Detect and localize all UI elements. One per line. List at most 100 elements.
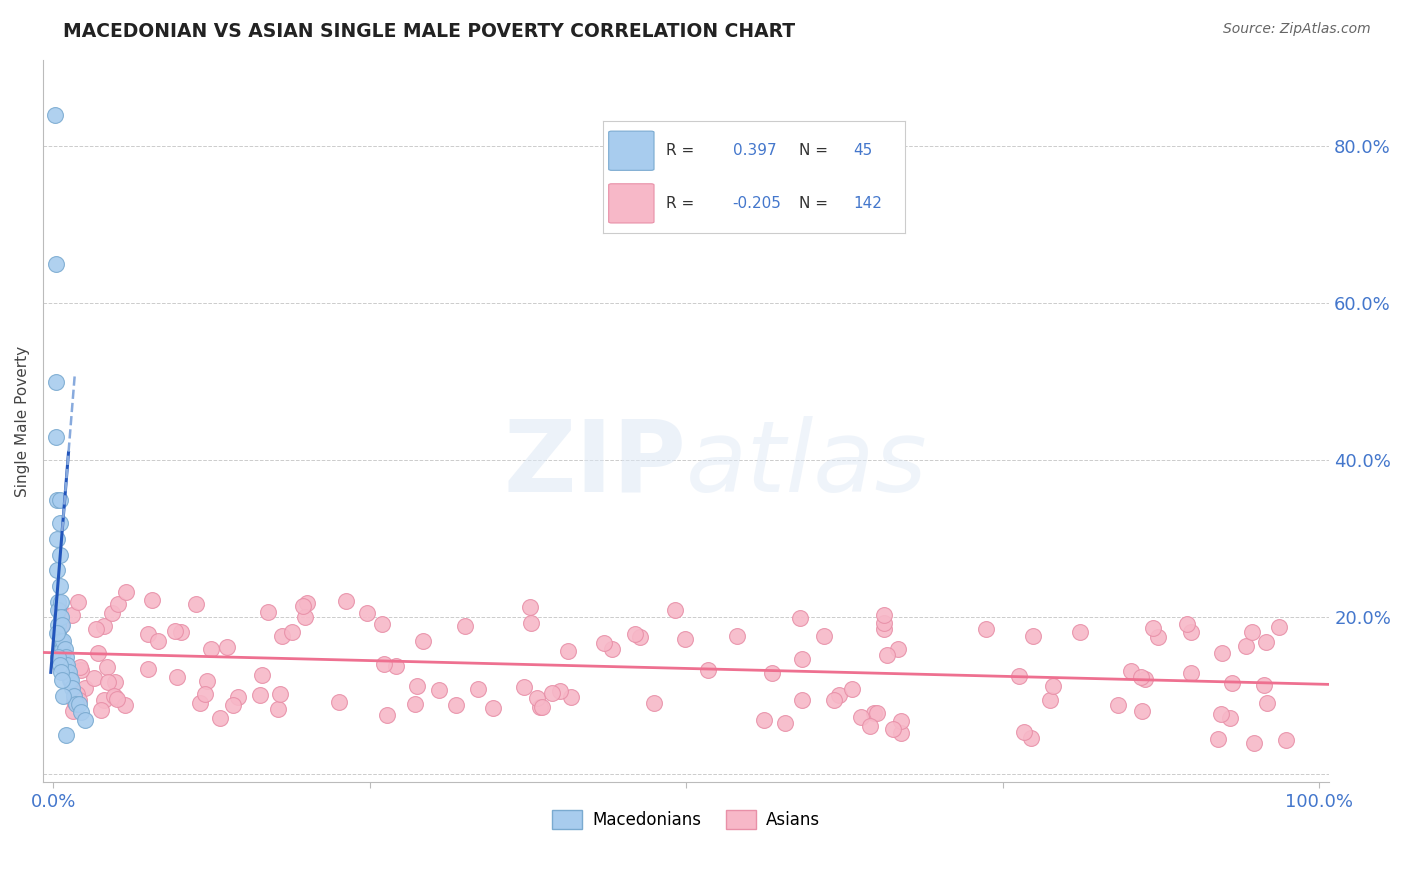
Point [1241, 625, 1264, 640]
Point [60, 673, 83, 688]
Point [890, 714, 912, 729]
Point [1042, 680, 1064, 694]
Point [356, 606, 378, 620]
Point [48, 602, 70, 616]
Point [115, 585, 138, 599]
Point [49, 595, 72, 609]
Point [530, 700, 553, 714]
Point [427, 683, 450, 698]
Point [66, 595, 89, 609]
Point [49, 610, 72, 624]
Point [136, 627, 159, 641]
Point [48, 618, 70, 632]
Point [48, 595, 70, 609]
Point [1007, 669, 1029, 683]
Point [249, 688, 271, 702]
Point [866, 706, 889, 720]
Point [194, 687, 217, 701]
Point [859, 718, 882, 732]
Point [1180, 665, 1202, 680]
Point [697, 663, 720, 677]
Point [851, 709, 873, 723]
Point [65, 697, 87, 711]
Point [725, 630, 748, 644]
Point [1022, 629, 1045, 643]
Point [828, 688, 851, 702]
Point [1234, 639, 1257, 653]
Point [208, 711, 231, 725]
Point [1243, 736, 1265, 750]
Point [292, 599, 315, 614]
Point [294, 610, 316, 624]
Point [66, 687, 89, 701]
Point [49, 665, 72, 680]
Point [163, 624, 186, 639]
Point [823, 692, 845, 706]
Text: atlas: atlas [686, 416, 928, 513]
Point [520, 615, 543, 630]
Point [280, 625, 302, 640]
Legend: Macedonians, Asians: Macedonians, Asians [546, 803, 827, 836]
Point [51, 618, 73, 632]
Point [56, 657, 79, 672]
Point [541, 685, 564, 699]
Point [62, 704, 84, 718]
Point [628, 631, 651, 645]
Point [46, 563, 69, 577]
Point [48, 649, 70, 664]
Point [529, 699, 551, 714]
Point [51, 649, 73, 664]
Point [146, 634, 169, 648]
Point [51, 636, 73, 650]
Point [873, 607, 896, 622]
Point [557, 644, 579, 658]
Point [548, 683, 571, 698]
Point [104, 690, 127, 704]
Point [48, 657, 70, 672]
Point [1180, 625, 1202, 640]
Point [673, 632, 696, 647]
Point [1039, 693, 1062, 707]
Point [1175, 616, 1198, 631]
Point [55, 728, 77, 742]
Point [1107, 698, 1129, 712]
Point [267, 702, 290, 716]
Y-axis label: Single Male Poverty: Single Male Poverty [15, 345, 30, 497]
Point [813, 629, 835, 643]
Point [526, 691, 548, 706]
Point [481, 701, 503, 715]
Point [60, 681, 83, 695]
Point [58, 665, 80, 680]
Point [974, 622, 997, 636]
Point [70, 705, 93, 719]
Point [45, 375, 67, 389]
Point [46, 492, 69, 507]
Point [519, 600, 541, 615]
Point [1132, 704, 1154, 718]
Point [186, 597, 208, 611]
Point [467, 681, 489, 696]
Point [453, 619, 475, 633]
Point [51, 641, 73, 656]
Point [70, 663, 93, 677]
Point [841, 682, 863, 697]
Point [103, 689, 125, 703]
Point [48, 634, 70, 648]
Point [75, 681, 97, 695]
Point [51, 619, 73, 633]
Point [371, 616, 394, 631]
Point [882, 723, 904, 737]
Point [53, 641, 76, 656]
Point [250, 668, 273, 682]
Point [55, 649, 77, 664]
Point [52, 689, 75, 703]
Point [1146, 630, 1168, 644]
Point [792, 693, 814, 707]
Point [217, 640, 239, 655]
Point [444, 698, 467, 713]
Point [600, 641, 623, 656]
Point [53, 665, 76, 680]
Point [93, 692, 115, 706]
Point [60, 608, 83, 623]
Point [69, 693, 91, 707]
